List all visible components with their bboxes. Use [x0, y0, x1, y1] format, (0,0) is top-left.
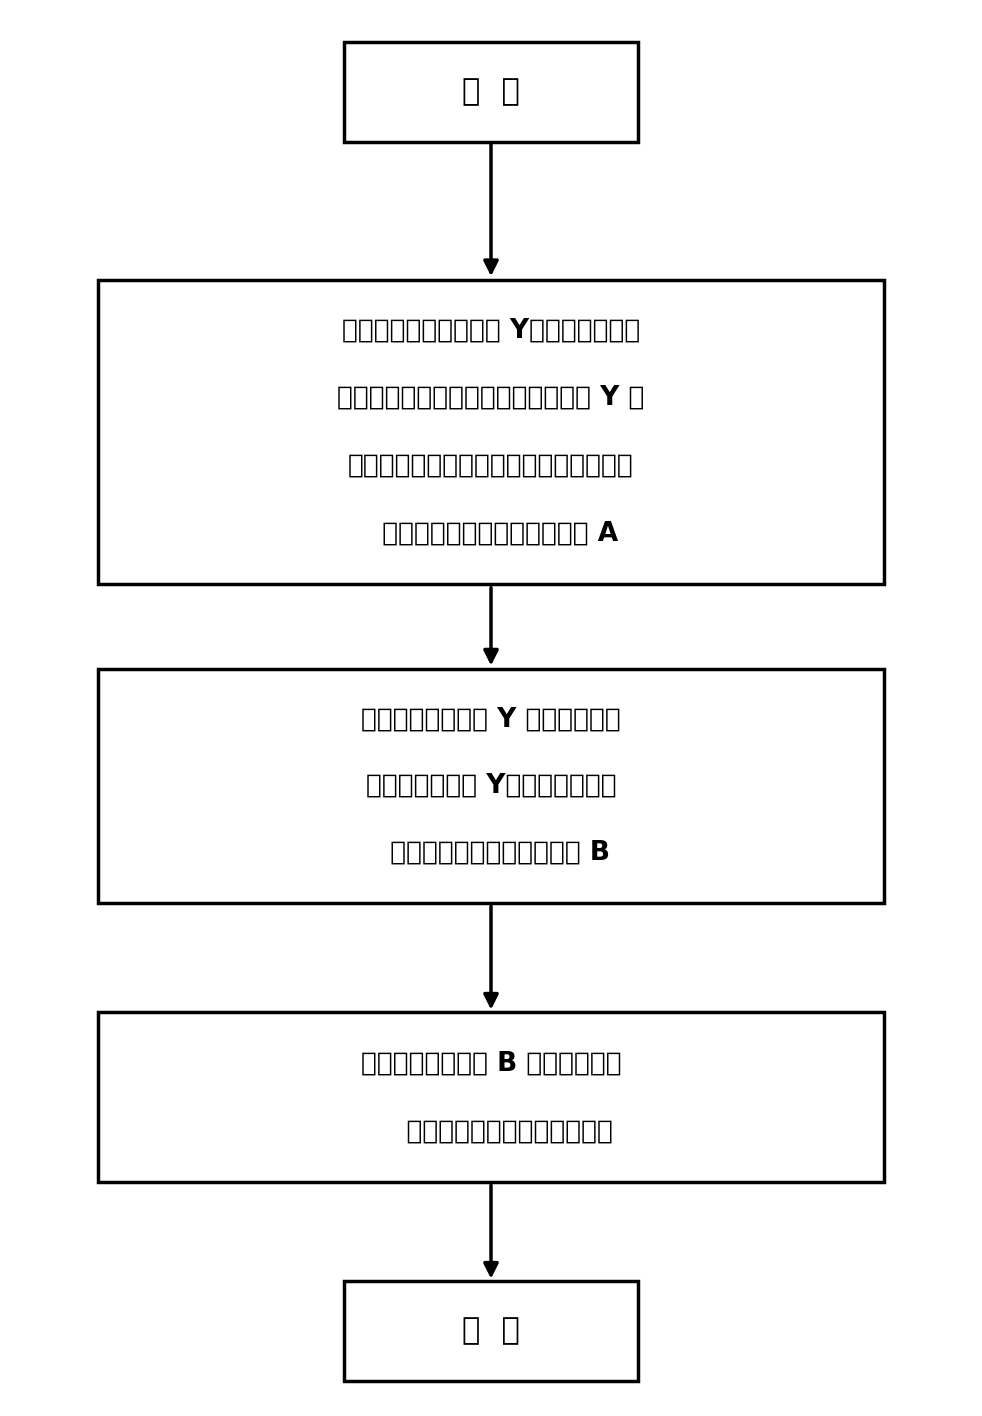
Bar — [98, 1012, 884, 1182]
Bar — [98, 280, 884, 585]
Bar — [98, 670, 884, 903]
Text: 用到的全部变量，再生成所述变量和与其: 用到的全部变量，再生成所述变量和与其 — [349, 453, 633, 479]
Text: 确性检查，发现并报告页错误: 确性检查，发现并报告页错误 — [369, 1119, 613, 1144]
Text: 规范汇编源程序 Y，使形成一个易: 规范汇编源程序 Y，使形成一个易 — [365, 773, 617, 799]
Text: 一一对应的页地址的关系列表 A: 一一对应的页地址的关系列表 A — [364, 520, 618, 547]
Text: 于识别和检查的汇编源程序 B: 于识别和检查的汇编源程序 B — [372, 840, 610, 865]
Text: 结  束: 结 束 — [463, 1317, 519, 1345]
Text: 开  始: 开 始 — [463, 78, 519, 106]
Bar — [344, 42, 638, 142]
Bar — [344, 1281, 638, 1381]
Text: 将所述汇编源程序 Y 进行预处理，: 将所述汇编源程序 Y 进行预处理， — [361, 707, 621, 732]
Text: 对所述汇编源程序 B 进行页切换正: 对所述汇编源程序 B 进行页切换正 — [360, 1051, 622, 1076]
Text: 的语法及其指令得到所述汇编源程序 Y 使: 的语法及其指令得到所述汇编源程序 Y 使 — [337, 385, 645, 411]
Text: 读取并分析汇编源程序 Y，根据特定芯片: 读取并分析汇编源程序 Y，根据特定芯片 — [342, 317, 640, 344]
